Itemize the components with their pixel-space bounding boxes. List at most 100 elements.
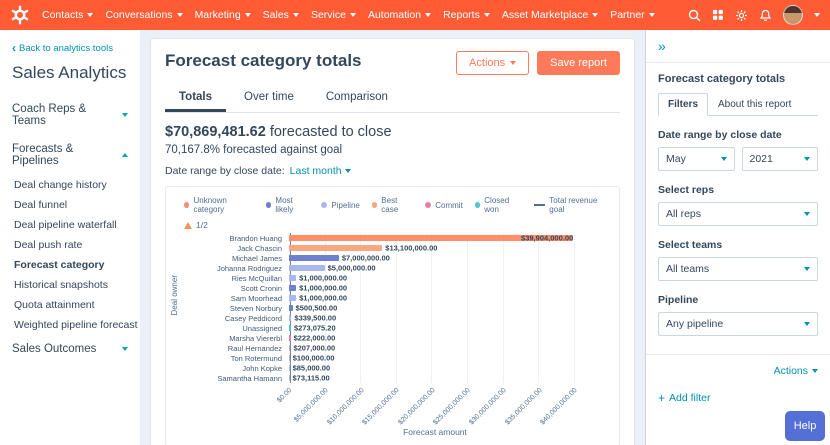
legend-dot-swatch <box>321 202 328 208</box>
nav-item-partner[interactable]: Partner <box>604 0 660 30</box>
sidebar-item-deal-pipeline-waterfall[interactable]: Deal pipeline waterfall <box>14 219 117 231</box>
nav-item-reports[interactable]: Reports <box>437 0 496 30</box>
chevron-down-icon <box>349 13 356 17</box>
bar-area: $7,000,000.00 <box>289 253 581 263</box>
nav-item-label: Marketing <box>194 9 241 21</box>
bar-jack-chascin[interactable] <box>289 245 383 251</box>
back-to-analytics-link[interactable]: ‹ Back to analytics tools <box>12 42 130 54</box>
select-any-pipeline[interactable]: Any pipeline <box>658 312 818 336</box>
save-report-button[interactable]: Save report <box>537 51 620 75</box>
bar-johanna-rodriguez[interactable] <box>289 265 325 271</box>
notifications-bell-icon[interactable] <box>759 9 772 22</box>
bar-samantha-hamann[interactable] <box>289 375 290 381</box>
nav-item-service[interactable]: Service <box>305 0 362 30</box>
bar-ries-mcquillan[interactable] <box>289 275 297 281</box>
chart-row: Michael James $7,000,000.00 <box>184 253 581 263</box>
legend-item-total-revenue-goal[interactable]: Total revenue goal <box>534 196 609 214</box>
chevron-down-icon <box>592 13 599 17</box>
chevron-down-icon <box>812 369 818 373</box>
bar-sam-moorhead[interactable] <box>289 295 297 301</box>
settings-gear-icon[interactable] <box>735 9 748 22</box>
legend-item-best-case[interactable]: Best case <box>371 196 413 214</box>
select-may[interactable]: May <box>658 147 735 171</box>
select-value: Any pipeline <box>666 318 724 330</box>
field-selects: May 2021 <box>658 147 818 171</box>
sidebar-section-label: Forecasts & Pipelines <box>12 143 74 167</box>
sidebar-item-historical-snapshots[interactable]: Historical snapshots <box>14 279 108 291</box>
bar-raul-hernandez[interactable] <box>289 345 291 351</box>
actions-button[interactable]: Actions <box>456 51 530 75</box>
gridline <box>467 233 469 383</box>
legend-label: Best case <box>381 196 399 214</box>
legend-item-most-likely[interactable]: Most likely <box>265 196 309 214</box>
nav-item-label: Partner <box>610 9 645 21</box>
nav-item-sales[interactable]: Sales <box>257 0 305 30</box>
bar-area: $500,500.00 <box>289 303 581 313</box>
chart-rows: Brandon Huang $39,904,000.00 Jack Chascin $… <box>184 233 581 383</box>
sidebar-item-deal-push-rate[interactable]: Deal push rate <box>14 239 83 251</box>
bar-casey-peddicord[interactable] <box>289 315 292 321</box>
row-owner-label: Marsha Viererbl <box>229 333 282 343</box>
legend-item-unknown-category[interactable]: Unknown category <box>184 196 254 214</box>
help-button[interactable]: Help <box>785 411 825 441</box>
x-tick-label: $25,000,000.00 <box>432 387 473 427</box>
bar-area: $13,100,000.00 <box>289 243 581 253</box>
sidebar-section-coach-reps-teams[interactable]: Coach Reps & Teams <box>12 95 130 135</box>
gridline <box>573 233 575 383</box>
panel-tabs: Filters About this report <box>658 93 818 116</box>
bar-steven-norbury[interactable] <box>289 305 293 311</box>
nav-item-marketing[interactable]: Marketing <box>189 0 257 30</box>
legend-item-closed-won[interactable]: Closed won <box>474 196 523 214</box>
chart-row: Johanna Rodriguez $5,000,000.00 <box>184 263 581 273</box>
chevron-up-icon <box>122 153 128 157</box>
collapse-panel-icon[interactable]: » <box>658 38 666 54</box>
tab-comparison[interactable]: Comparison <box>325 91 388 103</box>
bar-scott-cronin[interactable] <box>289 285 297 291</box>
bar-ton-rotermund[interactable] <box>289 355 290 361</box>
legend-label: Commit <box>435 200 463 210</box>
top-navigation: Contacts Conversations Marketing Sales Servi… <box>0 0 830 30</box>
user-avatar[interactable] <box>783 5 803 25</box>
legend-item-pipeline[interactable]: Pipeline <box>321 201 360 210</box>
bar-john-kopke[interactable] <box>289 365 290 371</box>
sidebar-item-forecast-category[interactable]: Forecast category <box>14 259 105 271</box>
date-range-value-link[interactable]: Last month <box>290 165 351 177</box>
bar-michael-james[interactable] <box>289 255 339 261</box>
nav-item-asset-marketplace[interactable]: Asset Marketplace <box>496 0 604 30</box>
tab-totals[interactable]: Totals <box>165 85 227 112</box>
gridline <box>360 233 362 383</box>
sidebar-section-sales-outcomes[interactable]: Sales Outcomes <box>12 335 130 363</box>
bar-brandon-huang[interactable] <box>289 235 574 241</box>
nav-item-automation[interactable]: Automation <box>362 0 437 30</box>
panel-tab-about-this-report[interactable]: About this report <box>718 99 792 110</box>
search-icon[interactable] <box>688 9 701 22</box>
report-title: Forecast category totals <box>165 51 362 70</box>
legend-label: Unknown category <box>193 196 227 214</box>
bar-marsha-viererbl[interactable] <box>289 335 291 341</box>
select-all-reps[interactable]: All reps <box>658 202 818 226</box>
legend-label: Total revenue goal <box>549 196 598 214</box>
panel-actions-link[interactable]: Actions <box>658 365 818 377</box>
nav-item-contacts[interactable]: Contacts <box>36 0 99 30</box>
sidebar-section-forecasts-pipelines[interactable]: Forecasts & Pipelines <box>12 135 130 175</box>
select-2021[interactable]: 2021 <box>741 147 818 171</box>
sidebar-item-deal-funnel[interactable]: Deal funnel <box>14 199 68 211</box>
chevron-down-icon <box>292 13 299 17</box>
legend-pager[interactable]: 1/2 <box>184 220 609 230</box>
warning-icon <box>184 221 192 229</box>
sidebar-item-deal-change-history[interactable]: Deal change history <box>14 179 107 191</box>
select-all-teams[interactable]: All teams <box>658 257 818 281</box>
hubspot-logo-icon[interactable] <box>10 5 30 25</box>
legend-item-commit[interactable]: Commit <box>425 201 463 210</box>
tab-over-time[interactable]: Over time <box>244 91 294 103</box>
sidebar-item-weighted-pipeline-forecast[interactable]: Weighted pipeline forecast <box>14 319 138 331</box>
nav-item-conversations[interactable]: Conversations <box>99 0 188 30</box>
panel-tab-filters[interactable]: Filters <box>658 93 709 116</box>
add-filter-link[interactable]: + Add filter <box>658 392 818 404</box>
bar-unassigned[interactable] <box>289 325 291 331</box>
date-range-label: Date range by close date: <box>165 165 285 177</box>
sidebar-item-quota-attainment[interactable]: Quota attainment <box>14 299 95 311</box>
chart-row: Ries McQuillan $1,000,000.00 <box>184 273 581 283</box>
marketplace-icon[interactable] <box>712 9 724 21</box>
row-value-label: $85,000.00 <box>292 363 331 373</box>
